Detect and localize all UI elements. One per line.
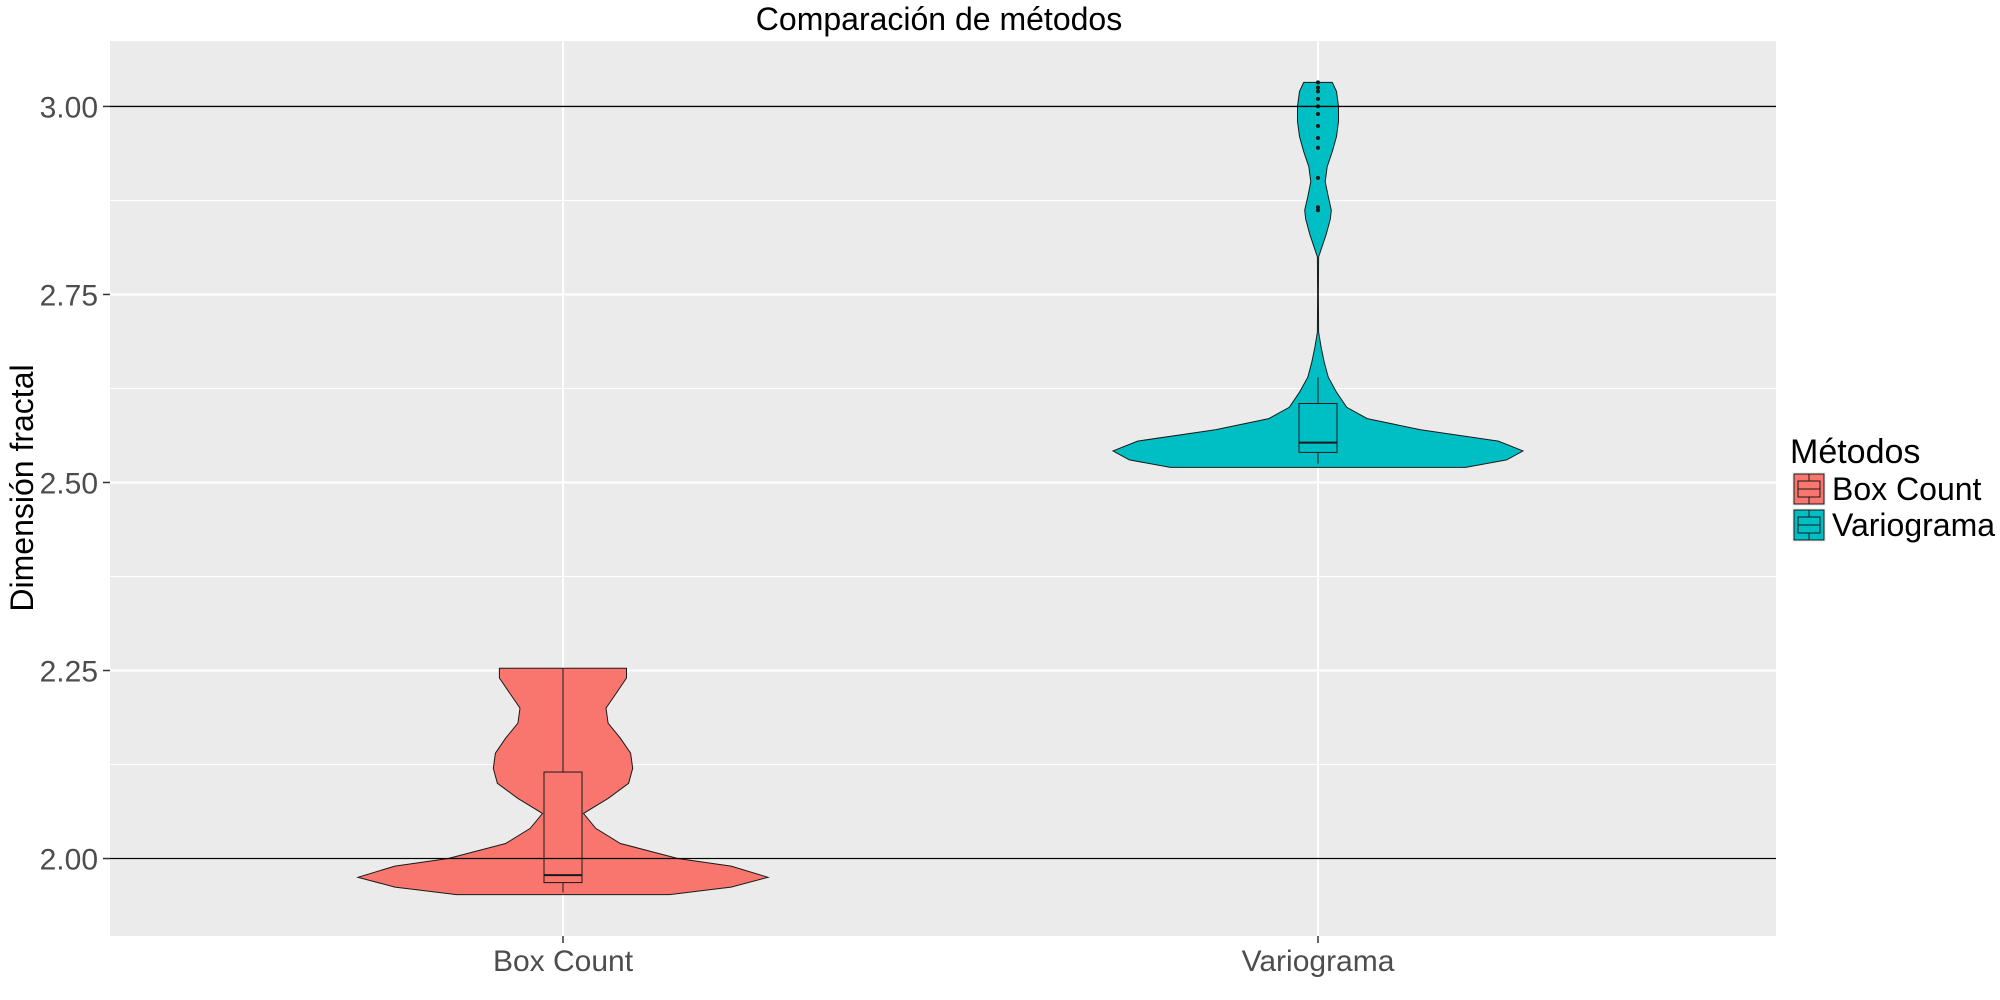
x-tick-label: Variograma <box>1242 945 1395 978</box>
outlier-point <box>1316 80 1320 85</box>
y-tick-label: 2.75 <box>40 279 98 312</box>
y-axis-title: Dimensión fractal <box>4 364 40 611</box>
boxplots <box>543 377 1338 893</box>
reference-lines <box>110 105 1776 860</box>
legend-label: Variograma <box>1832 507 1995 543</box>
violin-variograma <box>1111 81 1525 468</box>
outlier-point <box>1316 175 1320 180</box>
outlier-point <box>1316 205 1320 210</box>
outlier-point <box>1316 145 1320 150</box>
y-tick-label: 3.00 <box>40 91 98 124</box>
outlier-point <box>1316 85 1320 90</box>
outlier-point <box>1316 136 1320 141</box>
outlier-points <box>1316 80 1320 213</box>
outlier-point <box>1316 96 1320 101</box>
y-tick-label: 2.50 <box>40 467 98 500</box>
legend-title: Métodos <box>1790 433 1920 471</box>
legend-label: Box Count <box>1832 471 1982 507</box>
outlier-point <box>1316 111 1320 116</box>
outlier-point <box>1316 123 1320 128</box>
outlier-point <box>1316 89 1320 94</box>
x-axis: Box Count Variograma <box>493 936 1395 978</box>
box-box-count <box>543 771 583 884</box>
box-variograma <box>1298 403 1338 453</box>
plot-panel <box>110 41 1776 936</box>
legend-item: Variograma <box>1792 507 1995 543</box>
legend-item: Box Count <box>1792 471 1982 507</box>
x-tick-label: Box Count <box>493 945 634 978</box>
y-tick-label: 2.25 <box>40 656 98 689</box>
chart-title: Comparación de métodos <box>756 1 1122 37</box>
outlier-point <box>1316 208 1320 213</box>
y-tick-label: 2.00 <box>40 844 98 877</box>
y-axis: 2.00 2.25 2.50 2.75 3.00 <box>40 91 110 877</box>
